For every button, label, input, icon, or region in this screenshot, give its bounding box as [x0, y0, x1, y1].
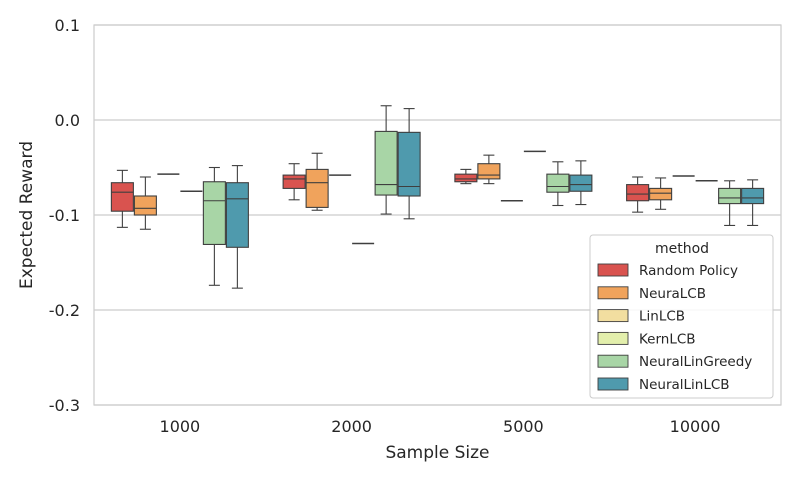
box-neuralcb [133, 176, 157, 230]
x-tick-label: 2000 [331, 417, 372, 436]
box-iqr [546, 173, 570, 193]
legend-swatch [597, 331, 629, 345]
box-neurallinlcb [225, 165, 249, 289]
box-iqr [305, 168, 329, 208]
legend-swatch [597, 309, 629, 323]
box-iqr [626, 184, 650, 202]
legend: method Random Policy NeuraLCB LinLCB KernLC… [589, 234, 774, 399]
box-neurallinlcb [569, 160, 593, 206]
box-iqr [133, 195, 157, 216]
box-neurallingreedy [546, 161, 570, 207]
y-tick-label: -0.3 [49, 396, 80, 415]
y-tick-label: -0.2 [49, 301, 80, 320]
legend-label: Random Policy [639, 263, 738, 279]
box-random-policy [454, 168, 478, 185]
legend-label: NeuralLinLCB [639, 377, 730, 393]
box-neurallingreedy [374, 105, 398, 215]
box-iqr [397, 131, 421, 197]
box-iqr [225, 182, 249, 248]
box-iqr [718, 187, 742, 205]
legend-label: KernLCB [639, 331, 696, 347]
box-random-policy [282, 163, 306, 201]
x-tick-labels: 1000 2000 5000 10000 [160, 417, 721, 436]
plot-frame [93, 24, 782, 406]
legend-label: NeuralLinGreedy [639, 354, 752, 370]
box-iqr [202, 181, 226, 246]
x-tick-label: 1000 [160, 417, 201, 436]
box-neurallingreedy [202, 166, 226, 286]
box-iqr [454, 173, 478, 183]
legend-swatch [597, 263, 629, 277]
box-neuralcb [477, 154, 501, 185]
boxes [110, 105, 765, 289]
box-iqr [741, 187, 765, 205]
box-iqr [569, 174, 593, 192]
y-tick-label: 0.0 [55, 111, 80, 130]
legend-label: NeuraLCB [639, 286, 706, 302]
box-iqr [649, 187, 673, 201]
y-axis-label: Expected Reward [17, 141, 37, 289]
box-iqr [110, 182, 134, 212]
x-axis-label: Sample Size [385, 443, 489, 463]
legend-title: method [655, 241, 709, 257]
box-neuralcb [649, 177, 673, 210]
y-tick-label: -0.1 [49, 206, 80, 225]
box-iqr [282, 174, 306, 189]
legend-swatch [597, 354, 629, 368]
box-neurallinlcb [741, 179, 765, 226]
box-iqr [374, 130, 398, 196]
box-iqr [477, 163, 501, 180]
box-random-policy [110, 169, 134, 228]
box-neurallinlcb [397, 108, 421, 220]
legend-frame [589, 234, 774, 399]
legend-items: Random Policy NeuraLCB LinLCB KernLCB Neural… [597, 263, 752, 393]
x-tick-label: 10000 [670, 417, 721, 436]
x-tick-label: 5000 [503, 417, 544, 436]
box-neurallingreedy [718, 180, 742, 226]
legend-swatch [597, 286, 629, 300]
y-tick-label: 0.1 [55, 16, 80, 35]
box-neuralcb [305, 152, 329, 211]
y-tick-labels: 0.1 0.0 -0.1 -0.2 -0.3 [49, 16, 80, 415]
box-random-policy [626, 176, 650, 213]
legend-swatch [597, 377, 629, 391]
legend-label: LinLCB [639, 309, 685, 325]
